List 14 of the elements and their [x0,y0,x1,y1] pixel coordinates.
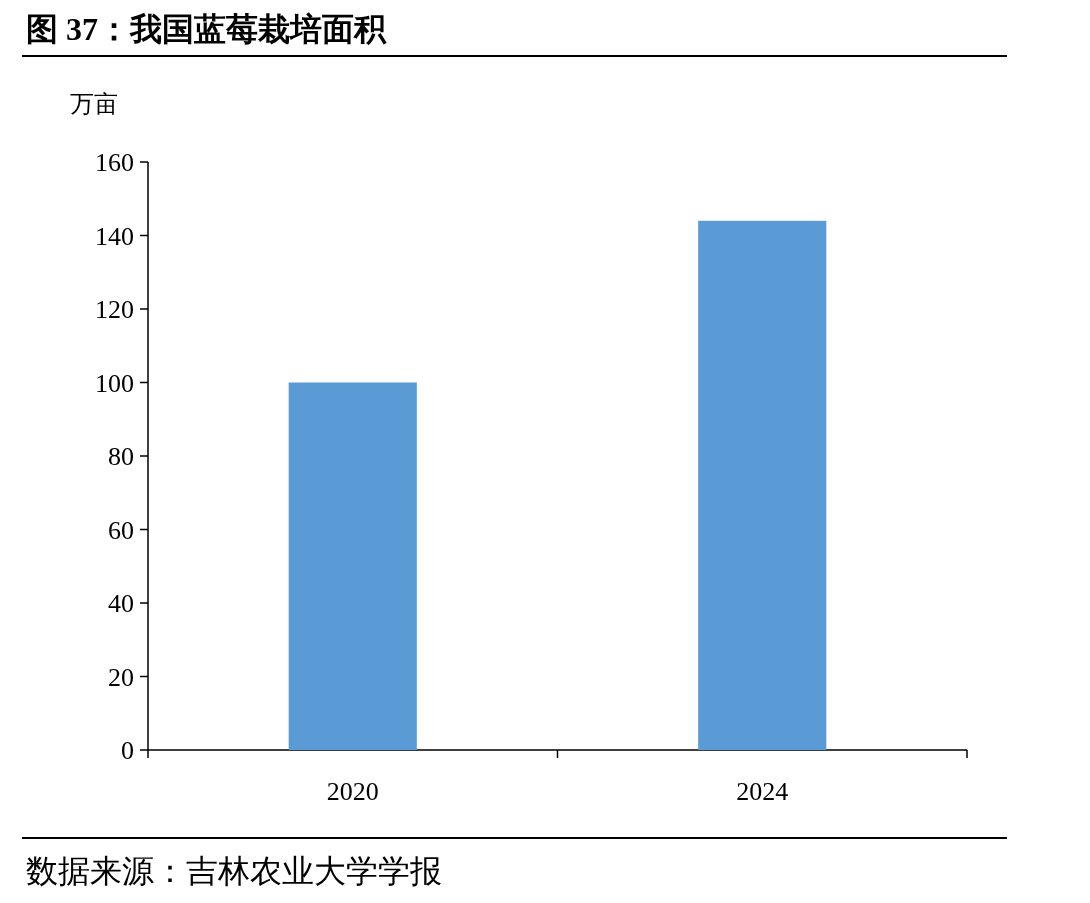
chart-title: 图 37：我国蓝莓栽培面积 [26,11,387,47]
y-tick-label: 140 [95,221,134,251]
y-tick-label: 160 [95,148,134,177]
y-tick-label: 120 [95,295,134,324]
x-tick-label: 2024 [736,777,789,806]
y-tick-label: 40 [108,589,134,618]
y-tick-label: 80 [108,442,134,471]
y-tick-label: 100 [95,368,134,398]
y-tick-label: 20 [108,662,134,692]
y-axis-title: 万亩 [70,91,118,117]
source-note: 数据来源：吉林农业大学学报 [26,853,442,889]
y-tick-label: 0 [121,736,134,765]
y-tick-label: 60 [108,515,134,545]
x-tick-label: 2020 [326,777,379,806]
